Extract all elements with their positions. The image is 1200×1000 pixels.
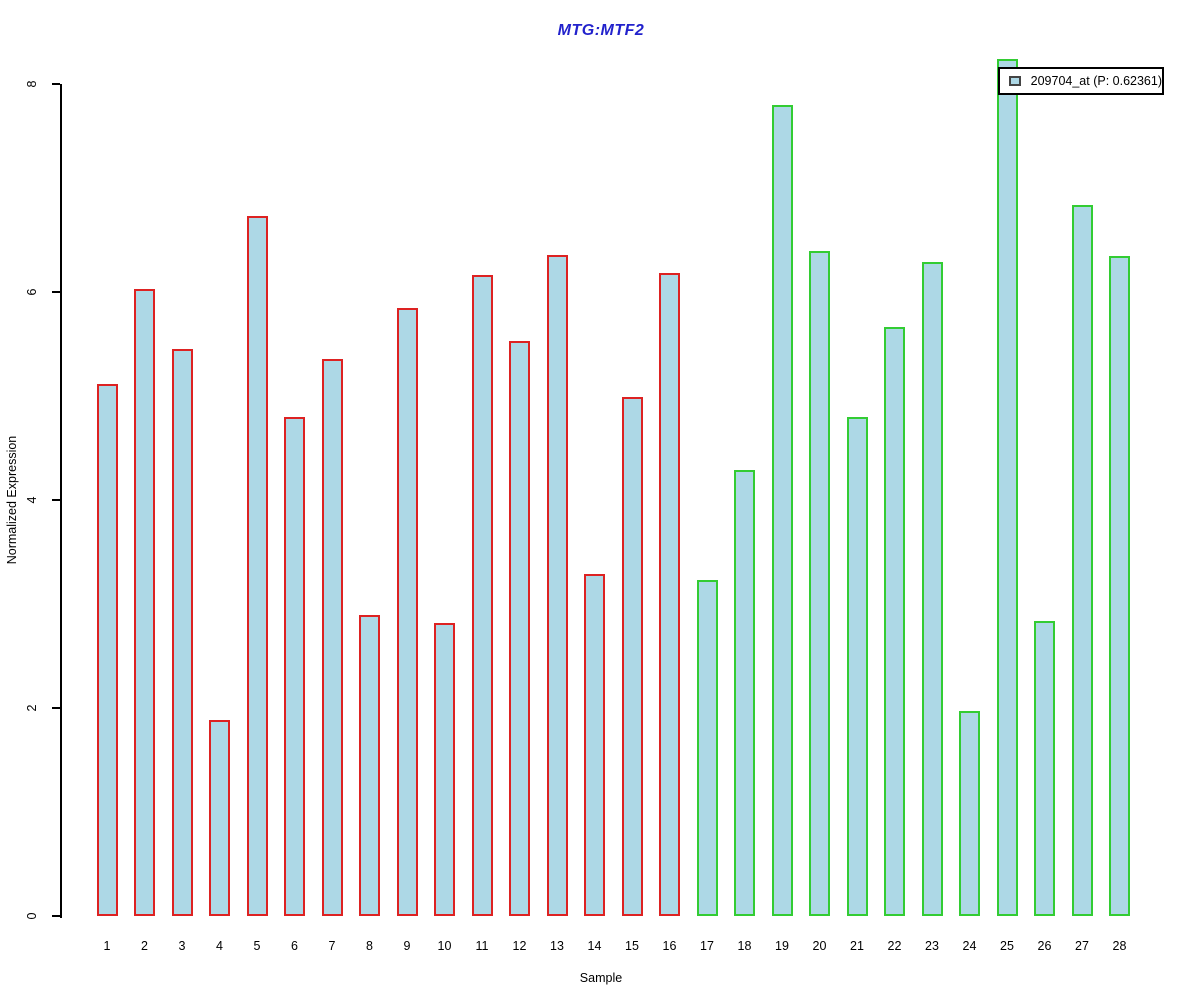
x-tick-label: 11 <box>475 939 489 953</box>
x-tick-label: 3 <box>178 939 186 953</box>
bar <box>1109 256 1130 916</box>
x-tick-label: 18 <box>737 939 752 953</box>
bar <box>884 327 905 916</box>
y-tick-mark <box>52 707 60 709</box>
x-tick-label: 27 <box>1075 939 1089 953</box>
x-tick-label: 13 <box>550 939 564 953</box>
y-tick-mark <box>52 291 60 293</box>
y-tick-label: 2 <box>25 704 39 712</box>
bar <box>959 711 980 916</box>
bar <box>396 308 418 916</box>
y-axis-label: Normalized Expression <box>5 435 19 565</box>
x-tick-label: 8 <box>366 939 373 953</box>
x-tick-label: 15 <box>625 939 639 953</box>
y-axis-line <box>60 84 62 918</box>
x-tick-label: 12 <box>512 939 527 953</box>
x-tick-label: 25 <box>1000 939 1014 953</box>
x-tick-label: 26 <box>1037 939 1052 953</box>
bar <box>1071 205 1093 916</box>
bar <box>246 216 268 916</box>
x-tick-label: 17 <box>700 939 714 953</box>
x-tick-label: 4 <box>216 939 223 953</box>
bar <box>546 255 568 916</box>
bar <box>471 275 493 916</box>
x-tick-label: 6 <box>291 939 298 953</box>
legend-swatch-icon <box>1009 76 1021 86</box>
x-tick-label: 23 <box>925 939 939 953</box>
bar <box>284 417 305 916</box>
bar <box>621 397 643 916</box>
bar <box>359 615 380 916</box>
x-tick-label: 28 <box>1112 939 1127 953</box>
bar <box>771 105 793 916</box>
y-tick-label: 0 <box>25 912 39 920</box>
bar <box>659 273 680 916</box>
x-tick-label: 2 <box>141 939 148 953</box>
bar <box>809 251 830 916</box>
y-tick-label: 6 <box>25 288 39 296</box>
bar <box>996 59 1018 916</box>
bar <box>846 417 868 916</box>
bar <box>209 720 230 916</box>
bar <box>434 623 455 916</box>
bar <box>509 341 530 916</box>
x-tick-label: 7 <box>328 939 336 953</box>
x-axis-label: Sample <box>579 971 623 985</box>
bar <box>321 359 343 916</box>
x-tick-label: 21 <box>850 939 864 953</box>
y-tick-mark <box>52 499 60 501</box>
legend: 209704_at (P: 0.62361) <box>998 67 1164 95</box>
y-tick-mark <box>52 83 60 85</box>
x-tick-label: 14 <box>587 939 602 953</box>
y-tick-label: 4 <box>25 496 39 504</box>
bar <box>171 349 193 916</box>
chart-title: MTG:MTF2 <box>557 22 645 39</box>
x-tick-label: 19 <box>775 939 789 953</box>
bar <box>696 580 718 916</box>
x-tick-label: 1 <box>103 939 111 953</box>
bar <box>134 289 155 916</box>
x-tick-label: 10 <box>437 939 452 953</box>
legend-label: 209704_at (P: 0.62361) <box>1030 74 1162 88</box>
bar <box>584 574 605 916</box>
x-tick-label: 9 <box>403 939 411 953</box>
bar <box>96 384 118 916</box>
x-tick-label: 5 <box>253 939 261 953</box>
y-tick-mark <box>52 915 60 917</box>
x-tick-label: 16 <box>662 939 677 953</box>
x-tick-label: 20 <box>812 939 827 953</box>
y-tick-label: 8 <box>25 80 39 88</box>
bar <box>1034 621 1055 916</box>
bar <box>921 262 943 916</box>
bar <box>734 470 755 916</box>
x-tick-label: 24 <box>962 939 977 953</box>
x-tick-label: 22 <box>887 939 902 953</box>
